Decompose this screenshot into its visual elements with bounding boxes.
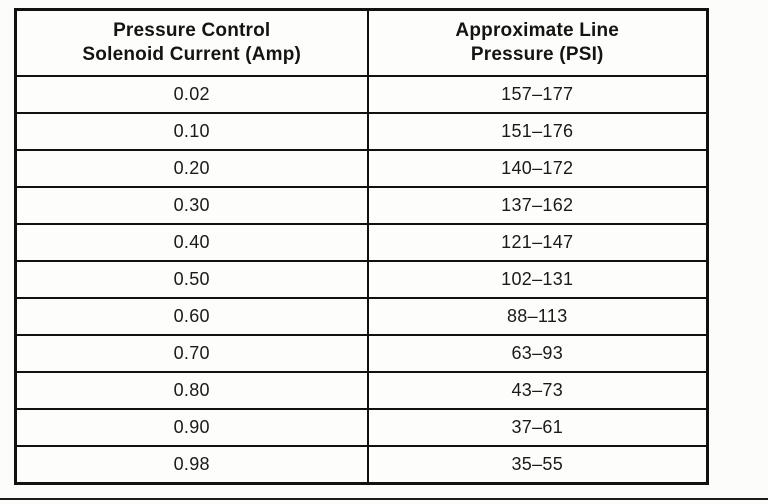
table-row: 0.60 88–113 (14, 297, 709, 336)
table-row: 0.10 151–176 (14, 112, 709, 151)
cell-current: 0.90 (14, 408, 369, 447)
cell-pressure: 37–61 (366, 408, 709, 447)
table-row: 0.90 37–61 (14, 408, 709, 447)
table-row: 0.50 102–131 (14, 260, 709, 299)
cell-pressure: 157–177 (366, 75, 709, 114)
cell-current: 0.40 (14, 223, 369, 262)
cell-pressure: 137–162 (366, 186, 709, 225)
cell-pressure: 63–93 (366, 334, 709, 373)
table-row: 0.70 63–93 (14, 334, 709, 373)
cell-pressure: 43–73 (366, 371, 709, 410)
table-header: Pressure Control Solenoid Current (Amp) … (14, 8, 709, 77)
cell-current: 0.20 (14, 149, 369, 188)
table-body: 0.02 157–177 0.10 151–176 0.20 140–172 0.30 137… (14, 75, 709, 485)
table-row: 0.20 140–172 (14, 149, 709, 188)
cell-current: 0.70 (14, 334, 369, 373)
cell-current: 0.80 (14, 371, 369, 410)
header-line-pressure: Approximate Line Pressure (PSI) (366, 8, 709, 77)
scan-artifact-line (0, 498, 768, 500)
cell-current: 0.10 (14, 112, 369, 151)
cell-current: 0.30 (14, 186, 369, 225)
cell-pressure: 35–55 (366, 445, 709, 485)
table-row: 0.80 43–73 (14, 371, 709, 410)
cell-pressure: 140–172 (366, 149, 709, 188)
cell-pressure: 88–113 (366, 297, 709, 336)
table-row: 0.98 35–55 (14, 445, 709, 485)
cell-pressure: 121–147 (366, 223, 709, 262)
cell-current: 0.02 (14, 75, 369, 114)
cell-pressure: 151–176 (366, 112, 709, 151)
pressure-solenoid-table: Pressure Control Solenoid Current (Amp) … (14, 8, 709, 485)
table-row: 0.30 137–162 (14, 186, 709, 225)
table-row: 0.40 121–147 (14, 223, 709, 262)
table-row: 0.02 157–177 (14, 75, 709, 114)
cell-current: 0.98 (14, 445, 369, 485)
cell-current: 0.50 (14, 260, 369, 299)
cell-current: 0.60 (14, 297, 369, 336)
cell-pressure: 102–131 (366, 260, 709, 299)
header-solenoid-current: Pressure Control Solenoid Current (Amp) (14, 8, 369, 77)
table-header-row: Pressure Control Solenoid Current (Amp) … (14, 8, 709, 77)
